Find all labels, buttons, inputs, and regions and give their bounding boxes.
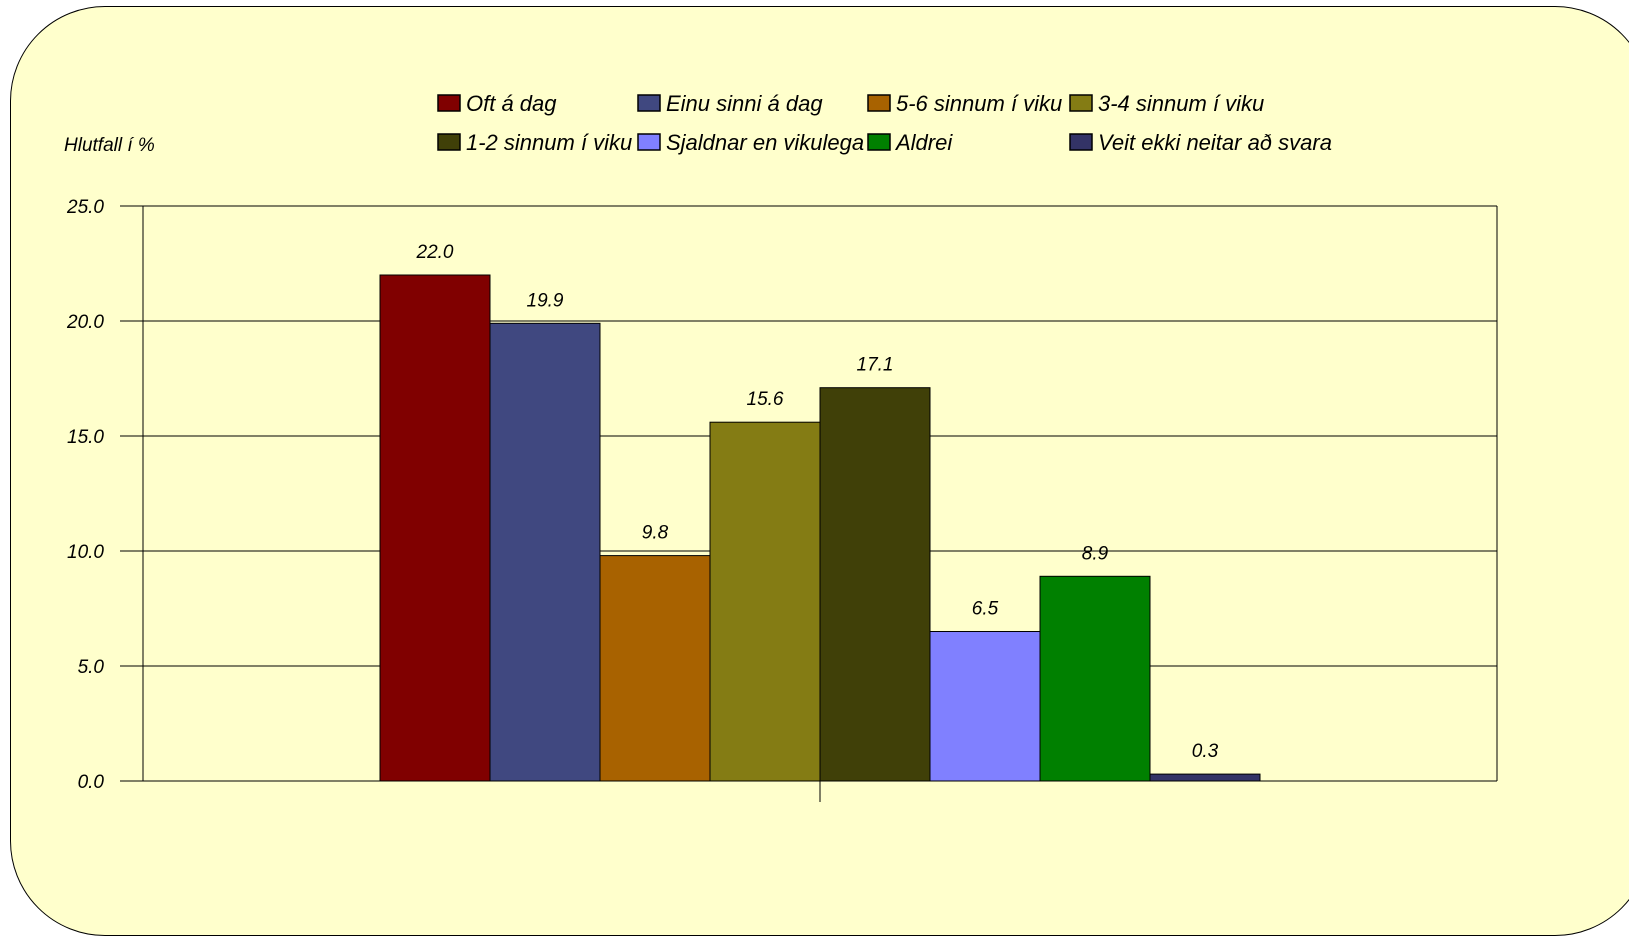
bar (1039, 575, 1151, 782)
legend-label: Einu sinni á dag (666, 91, 823, 116)
y-tick-label: 5.0 (78, 657, 105, 678)
bar (599, 555, 711, 782)
legend-label: Aldrei (894, 130, 953, 155)
bar (709, 421, 821, 782)
data-label: 17.1 (857, 355, 894, 376)
bar (929, 631, 1041, 782)
y-tick-label: 10.0 (67, 542, 104, 563)
data-label: 8.9 (1082, 543, 1109, 564)
legend-label: 3-4 sinnum í viku (1098, 91, 1264, 116)
legend-label: Oft á dag (466, 91, 557, 116)
legend-item: Veit ekki neitar að svara (1069, 130, 1332, 155)
gridlines (120, 205, 1498, 802)
bars (379, 274, 1261, 782)
legend-item: Sjaldnar en vikulega (637, 130, 864, 155)
legend: Oft á dag Einu sinni á dag 5-6 sinnum í vi… (437, 91, 1332, 155)
legend-swatch (867, 94, 891, 112)
data-label: 0.3 (1192, 741, 1219, 762)
legend-item: 5-6 sinnum í viku (867, 91, 1062, 116)
bar (379, 274, 491, 782)
data-label: 9.8 (642, 523, 669, 544)
legend-label: 1-2 sinnum í viku (466, 130, 632, 155)
legend-label: Sjaldnar en vikulega (666, 130, 864, 155)
y-tick-label: 25.0 (66, 197, 104, 218)
legend-label: Veit ekki neitar að svara (1098, 130, 1332, 155)
legend-item: 3-4 sinnum í viku (1069, 91, 1264, 116)
legend-swatch (1069, 133, 1093, 151)
legend-swatch (637, 133, 661, 151)
data-labels: 22.0 19.9 9.8 15.6 17.1 6.5 8.9 0.3 (416, 242, 1219, 762)
y-tick-label: 15.0 (67, 427, 104, 448)
bar (489, 322, 601, 782)
data-label: 6.5 (972, 599, 999, 620)
legend-item: Einu sinni á dag (637, 91, 823, 116)
y-tick-label: 20.0 (66, 312, 104, 333)
data-label: 15.6 (747, 389, 784, 410)
legend-item: Oft á dag (437, 91, 557, 116)
legend-swatch (867, 133, 891, 151)
legend-label: 5-6 sinnum í viku (896, 91, 1062, 116)
bar-chart: Hlutfall í % 0.0 5.0 10.0 15.0 20.0 25.0 22.0… (64, 91, 1498, 802)
data-label: 19.9 (527, 290, 564, 311)
y-axis-title: Hlutfall í % (64, 135, 155, 156)
bar (819, 387, 931, 782)
legend-swatch (1069, 94, 1093, 112)
legend-item: 1-2 sinnum í viku (437, 130, 632, 155)
bar (1149, 773, 1261, 782)
legend-swatch (437, 94, 461, 112)
data-label: 22.0 (416, 242, 454, 263)
y-tick-label: 0.0 (78, 772, 105, 793)
legend-swatch (437, 133, 461, 151)
y-axis-ticks: 0.0 5.0 10.0 15.0 20.0 25.0 (66, 197, 104, 793)
legend-item: Aldrei (867, 130, 953, 155)
legend-swatch (637, 94, 661, 112)
